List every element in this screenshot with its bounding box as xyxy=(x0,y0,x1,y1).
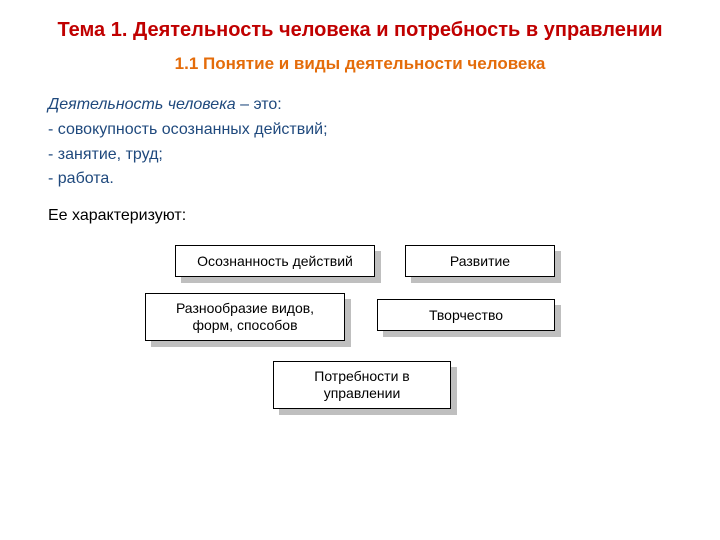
slide-title: Тема 1. Деятельность человека и потребно… xyxy=(40,18,680,43)
definition-line: Деятельность человека – это: xyxy=(48,93,680,118)
definition-lead: Деятельность человека xyxy=(48,96,236,113)
diagram-node-box: Развитие xyxy=(405,245,555,277)
diagram-node: Потребности в управлении xyxy=(273,361,451,409)
diagram-node: Творчество xyxy=(377,299,555,331)
diagram-node-box: Осознанность действий xyxy=(175,245,375,277)
diagram: Осознанность действий Развитие Разнообрази… xyxy=(145,245,575,435)
slide-subtitle: 1.1 Понятие и виды деятельности человека xyxy=(40,53,680,75)
slide: Тема 1. Деятельность человека и потребно… xyxy=(0,0,720,540)
diagram-node-box: Творчество xyxy=(377,299,555,331)
list-item: - работа. xyxy=(48,167,680,192)
characterize-line: Ее характеризуют: xyxy=(48,204,680,229)
list-item: - совокупность осознанных действий; xyxy=(48,118,680,143)
diagram-node: Развитие xyxy=(405,245,555,277)
diagram-node-box: Потребности в управлении xyxy=(273,361,451,409)
list-item: - занятие, труд; xyxy=(48,143,680,168)
diagram-node: Осознанность действий xyxy=(175,245,375,277)
definition-rest: – это: xyxy=(236,96,282,113)
diagram-node-box: Разнообразие видов, форм, способов xyxy=(145,293,345,341)
diagram-node: Разнообразие видов, форм, способов xyxy=(145,293,345,341)
body-text: Деятельность человека – это: - совокупно… xyxy=(48,93,680,229)
